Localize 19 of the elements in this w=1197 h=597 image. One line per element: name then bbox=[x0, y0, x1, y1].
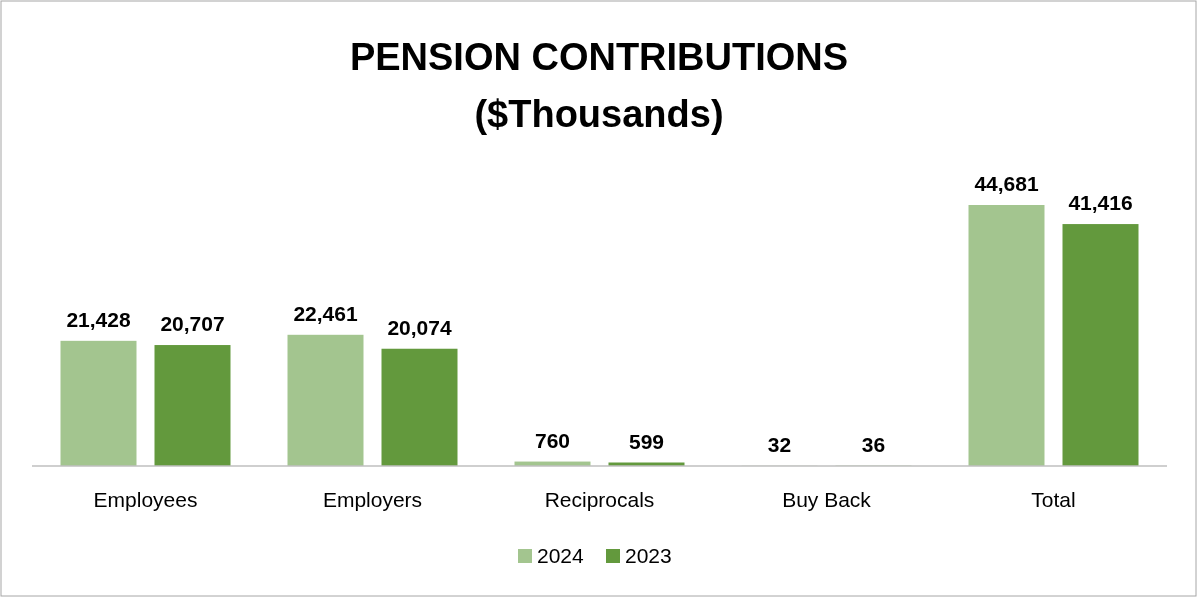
x-tick-label: Reciprocals bbox=[544, 488, 655, 511]
legend-label: 2024 bbox=[537, 544, 585, 567]
x-tick-label: Employees bbox=[93, 488, 198, 511]
chart-subtitle: ($Thousands) bbox=[474, 93, 724, 135]
data-label: 44,681 bbox=[974, 172, 1039, 195]
data-label: 22,461 bbox=[293, 301, 358, 325]
chart-title: PENSION CONTRIBUTIONS bbox=[349, 36, 849, 78]
data-label: 36 bbox=[861, 432, 886, 456]
data-label: 760 bbox=[534, 428, 571, 452]
data-label: 41,416 bbox=[1068, 191, 1133, 215]
data-label: 20,074 bbox=[387, 315, 452, 339]
legend-label: 2023 bbox=[625, 544, 672, 567]
data-label: 21,428 bbox=[66, 307, 131, 331]
data-label: 599 bbox=[628, 429, 665, 453]
data-label: 32 bbox=[767, 432, 792, 456]
data-label: 20,707 bbox=[160, 312, 225, 336]
x-tick-label: Buy Back bbox=[782, 488, 872, 511]
x-tick-label: Employers bbox=[322, 488, 423, 511]
x-tick-label: Total bbox=[1031, 488, 1076, 511]
